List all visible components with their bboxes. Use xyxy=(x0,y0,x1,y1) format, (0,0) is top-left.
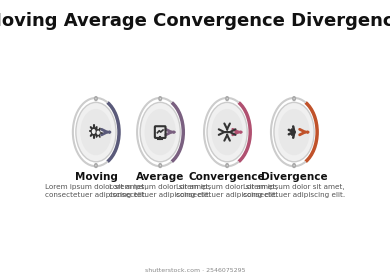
Circle shape xyxy=(211,109,243,155)
Circle shape xyxy=(159,164,161,167)
Circle shape xyxy=(145,109,176,155)
Text: Lorem ipsum dolor sit amet,
consectetuer adipiscing elit.: Lorem ipsum dolor sit amet, consectetuer… xyxy=(109,184,211,198)
Circle shape xyxy=(274,102,314,162)
Circle shape xyxy=(159,97,161,101)
Circle shape xyxy=(90,127,97,136)
Circle shape xyxy=(140,102,180,162)
Circle shape xyxy=(278,109,310,155)
Circle shape xyxy=(293,164,295,167)
Circle shape xyxy=(92,130,95,133)
Circle shape xyxy=(96,129,101,136)
Circle shape xyxy=(226,164,228,167)
Text: Average: Average xyxy=(136,172,184,182)
Text: Lorem ipsum dolor sit amet,
consectetuer adipiscing elit.: Lorem ipsum dolor sit amet, consectetuer… xyxy=(45,184,147,198)
Circle shape xyxy=(207,102,247,162)
Text: Convergence: Convergence xyxy=(189,172,266,182)
Text: Lorem ipsum dolor sit amet,
consectetuer adipiscing elit.: Lorem ipsum dolor sit amet, consectetuer… xyxy=(243,184,345,198)
Circle shape xyxy=(80,109,112,155)
Text: Lorem ipsum dolor sit amet,
consectetuer adipiscing elit.: Lorem ipsum dolor sit amet, consectetuer… xyxy=(176,184,278,198)
Circle shape xyxy=(76,102,116,162)
Text: Moving Average Convergence Divergence: Moving Average Convergence Divergence xyxy=(0,12,390,30)
Circle shape xyxy=(95,97,97,101)
Circle shape xyxy=(97,131,99,134)
Circle shape xyxy=(293,97,295,101)
Circle shape xyxy=(226,97,228,101)
Text: Divergence: Divergence xyxy=(261,172,327,182)
Text: Moving: Moving xyxy=(74,172,117,182)
Text: shutterstock.com · 2546075295: shutterstock.com · 2546075295 xyxy=(145,268,245,273)
Circle shape xyxy=(95,164,97,167)
